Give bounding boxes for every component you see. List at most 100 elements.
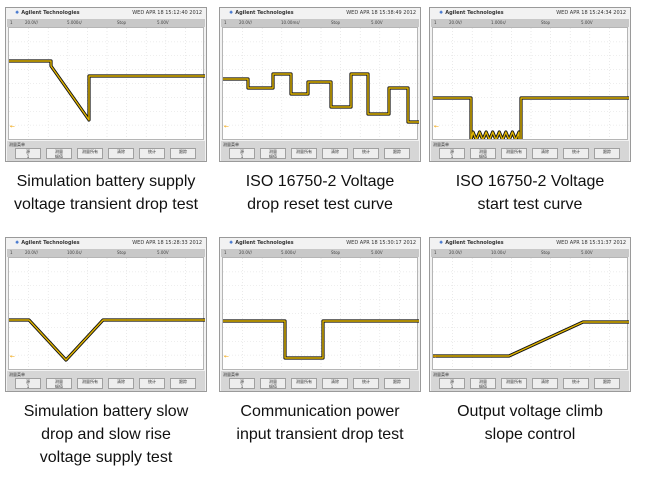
- softkey-button[interactable]: 统计: [353, 148, 379, 159]
- scope-header: ✹ Agilent Technologies WED APR 18 15:30:17…: [220, 238, 420, 249]
- softkey-button[interactable]: 测量所有: [77, 148, 103, 159]
- softkey-bar: 测量菜单源 1 测量 幅值 测量所有 清除 统计 跟踪: [221, 141, 419, 161]
- status-field: 1: [224, 250, 227, 255]
- waveform-plot: ←: [9, 258, 205, 369]
- status-field: 5.00V: [581, 250, 593, 255]
- softkey-button[interactable]: 源 1: [15, 378, 41, 389]
- softkey-button[interactable]: 源 1: [439, 148, 465, 159]
- scope-panel-6: ✹ Agilent Technologies WED APR 18 15:31:37…: [429, 237, 631, 477]
- menu-label: 测量菜单: [433, 142, 449, 147]
- status-field: 5.00V: [157, 250, 169, 255]
- softkey-button[interactable]: 源 1: [439, 378, 465, 389]
- softkey-button[interactable]: 测量 幅值: [470, 148, 496, 159]
- status-bar: 1 20.0V/10.00s/Stop 5.00V: [431, 249, 629, 257]
- caption-line: start test curve: [477, 196, 583, 213]
- softkey-button[interactable]: 源 1: [229, 378, 255, 389]
- agilent-logo-icon: ✹: [439, 240, 444, 246]
- softkey-button[interactable]: 测量 幅值: [46, 378, 72, 389]
- softkey-button[interactable]: 源 1: [229, 148, 255, 159]
- softkey-button[interactable]: 统计: [139, 378, 165, 389]
- caption-line: Simulation battery slow: [23, 403, 189, 420]
- softkey-button[interactable]: 统计: [139, 148, 165, 159]
- panel-caption: ISO 16750-2 Voltage drop reset test curve: [207, 170, 433, 216]
- panel-caption: ISO 16750-2 Voltage start test curve: [417, 170, 643, 216]
- softkey-bar: 测量菜单源 1 测量 幅值 测量所有 清除 统计 跟踪: [7, 141, 205, 161]
- channel-1-trace: [433, 321, 629, 357]
- softkey-bar: 测量菜单源 1 测量 幅值 测量所有 清除 统计 跟踪: [7, 371, 205, 391]
- scope-panel-2: ✹ Agilent Technologies WED APR 18 15:38:49…: [219, 7, 421, 247]
- softkey-button[interactable]: 跟踪: [170, 378, 196, 389]
- status-field: 20.0V/: [239, 20, 252, 25]
- softkey-button[interactable]: 跟踪: [384, 148, 410, 159]
- scope-screen: ✹ Agilent Technologies WED APR 18 15:31:37…: [429, 237, 631, 392]
- scope-header: ✹ Agilent Technologies WED APR 18 15:28:33…: [6, 238, 206, 249]
- status-field: 20.0V/: [449, 250, 462, 255]
- status-bar: 1 20.0V/100.0s/Stop 5.00V: [7, 249, 205, 257]
- softkey-button[interactable]: 清除: [322, 148, 348, 159]
- softkey-button[interactable]: 清除: [108, 378, 134, 389]
- timestamp: WED APR 18 15:30:17 2012: [346, 240, 416, 246]
- softkey-button[interactable]: 跟踪: [384, 378, 410, 389]
- panel-caption: Simulation battery supply voltage transie…: [0, 170, 219, 216]
- scope-screen: ✹ Agilent Technologies WED APR 18 15:12:40…: [5, 7, 207, 162]
- status-field: 5.000s/: [67, 20, 82, 25]
- caption-line: Communication power: [240, 403, 400, 420]
- softkey-button[interactable]: 清除: [532, 148, 558, 159]
- scope-panel-5: ✹ Agilent Technologies WED APR 18 15:30:17…: [219, 237, 421, 477]
- ground-marker-icon: ←: [434, 353, 439, 360]
- brand-text: Agilent Technologies: [21, 10, 80, 16]
- softkey-button[interactable]: 测量 幅值: [260, 378, 286, 389]
- status-field: 1: [434, 250, 437, 255]
- brand-text: Agilent Technologies: [445, 240, 504, 246]
- softkey-button[interactable]: 统计: [353, 378, 379, 389]
- softkey-button[interactable]: 测量 幅值: [46, 148, 72, 159]
- scope-screen: ✹ Agilent Technologies WED APR 18 15:38:49…: [219, 7, 421, 162]
- waveform-display: ←: [222, 257, 419, 370]
- status-field: 20.0V/: [449, 20, 462, 25]
- status-field: 10.00s/: [491, 250, 506, 255]
- softkey-button[interactable]: 跟踪: [594, 148, 620, 159]
- waveform-display: ←: [222, 27, 419, 140]
- status-field: 5.00V: [371, 20, 383, 25]
- softkey-button[interactable]: 清除: [322, 378, 348, 389]
- timestamp: WED APR 18 15:38:49 2012: [346, 10, 416, 16]
- menu-label: 测量菜单: [223, 372, 239, 377]
- softkey-bar: 测量菜单源 1 测量 幅值 测量所有 清除 统计 跟踪: [431, 371, 629, 391]
- waveform-plot: ←: [433, 258, 629, 369]
- ground-marker-icon: ←: [224, 123, 229, 130]
- softkey-button[interactable]: 测量 幅值: [470, 378, 496, 389]
- softkey-button[interactable]: 测量所有: [291, 148, 317, 159]
- status-bar: 1 20.0V/5.000s/Stop 5.00V: [7, 19, 205, 27]
- status-field: 1: [434, 20, 437, 25]
- agilent-logo-icon: ✹: [15, 240, 20, 246]
- softkey-button[interactable]: 测量所有: [77, 378, 103, 389]
- softkey-button[interactable]: 测量所有: [501, 148, 527, 159]
- ground-marker-icon: ←: [10, 123, 15, 130]
- softkey-button[interactable]: 跟踪: [170, 148, 196, 159]
- scope-screen: ✹ Agilent Technologies WED APR 18 15:28:33…: [5, 237, 207, 392]
- status-field: Stop: [541, 250, 551, 255]
- softkey-button[interactable]: 统计: [563, 148, 589, 159]
- softkey-button[interactable]: 测量 幅值: [260, 148, 286, 159]
- brand-label: ✹ Agilent Technologies: [229, 238, 294, 249]
- brand-text: Agilent Technologies: [235, 10, 294, 16]
- scope-screen: ✹ Agilent Technologies WED APR 18 15:30:17…: [219, 237, 421, 392]
- softkey-button[interactable]: 测量所有: [291, 378, 317, 389]
- status-field: Stop: [331, 20, 341, 25]
- softkey-button[interactable]: 统计: [563, 378, 589, 389]
- softkey-button[interactable]: 清除: [108, 148, 134, 159]
- waveform-plot: ←: [223, 28, 419, 139]
- menu-label: 测量菜单: [9, 142, 25, 147]
- brand-label: ✹ Agilent Technologies: [229, 8, 294, 19]
- status-field: 5.00V: [371, 250, 383, 255]
- softkey-button[interactable]: 跟踪: [594, 378, 620, 389]
- brand-text: Agilent Technologies: [445, 10, 504, 16]
- softkey-button[interactable]: 清除: [532, 378, 558, 389]
- softkey-button[interactable]: 源 1: [15, 148, 41, 159]
- status-field: 1: [10, 250, 13, 255]
- status-bar: 1 20.0V/5.000s/Stop 5.00V: [221, 249, 419, 257]
- brand-label: ✹ Agilent Technologies: [439, 238, 504, 249]
- waveform-display: ←: [432, 257, 629, 370]
- softkey-button[interactable]: 测量所有: [501, 378, 527, 389]
- waveform-display: ←: [432, 27, 629, 140]
